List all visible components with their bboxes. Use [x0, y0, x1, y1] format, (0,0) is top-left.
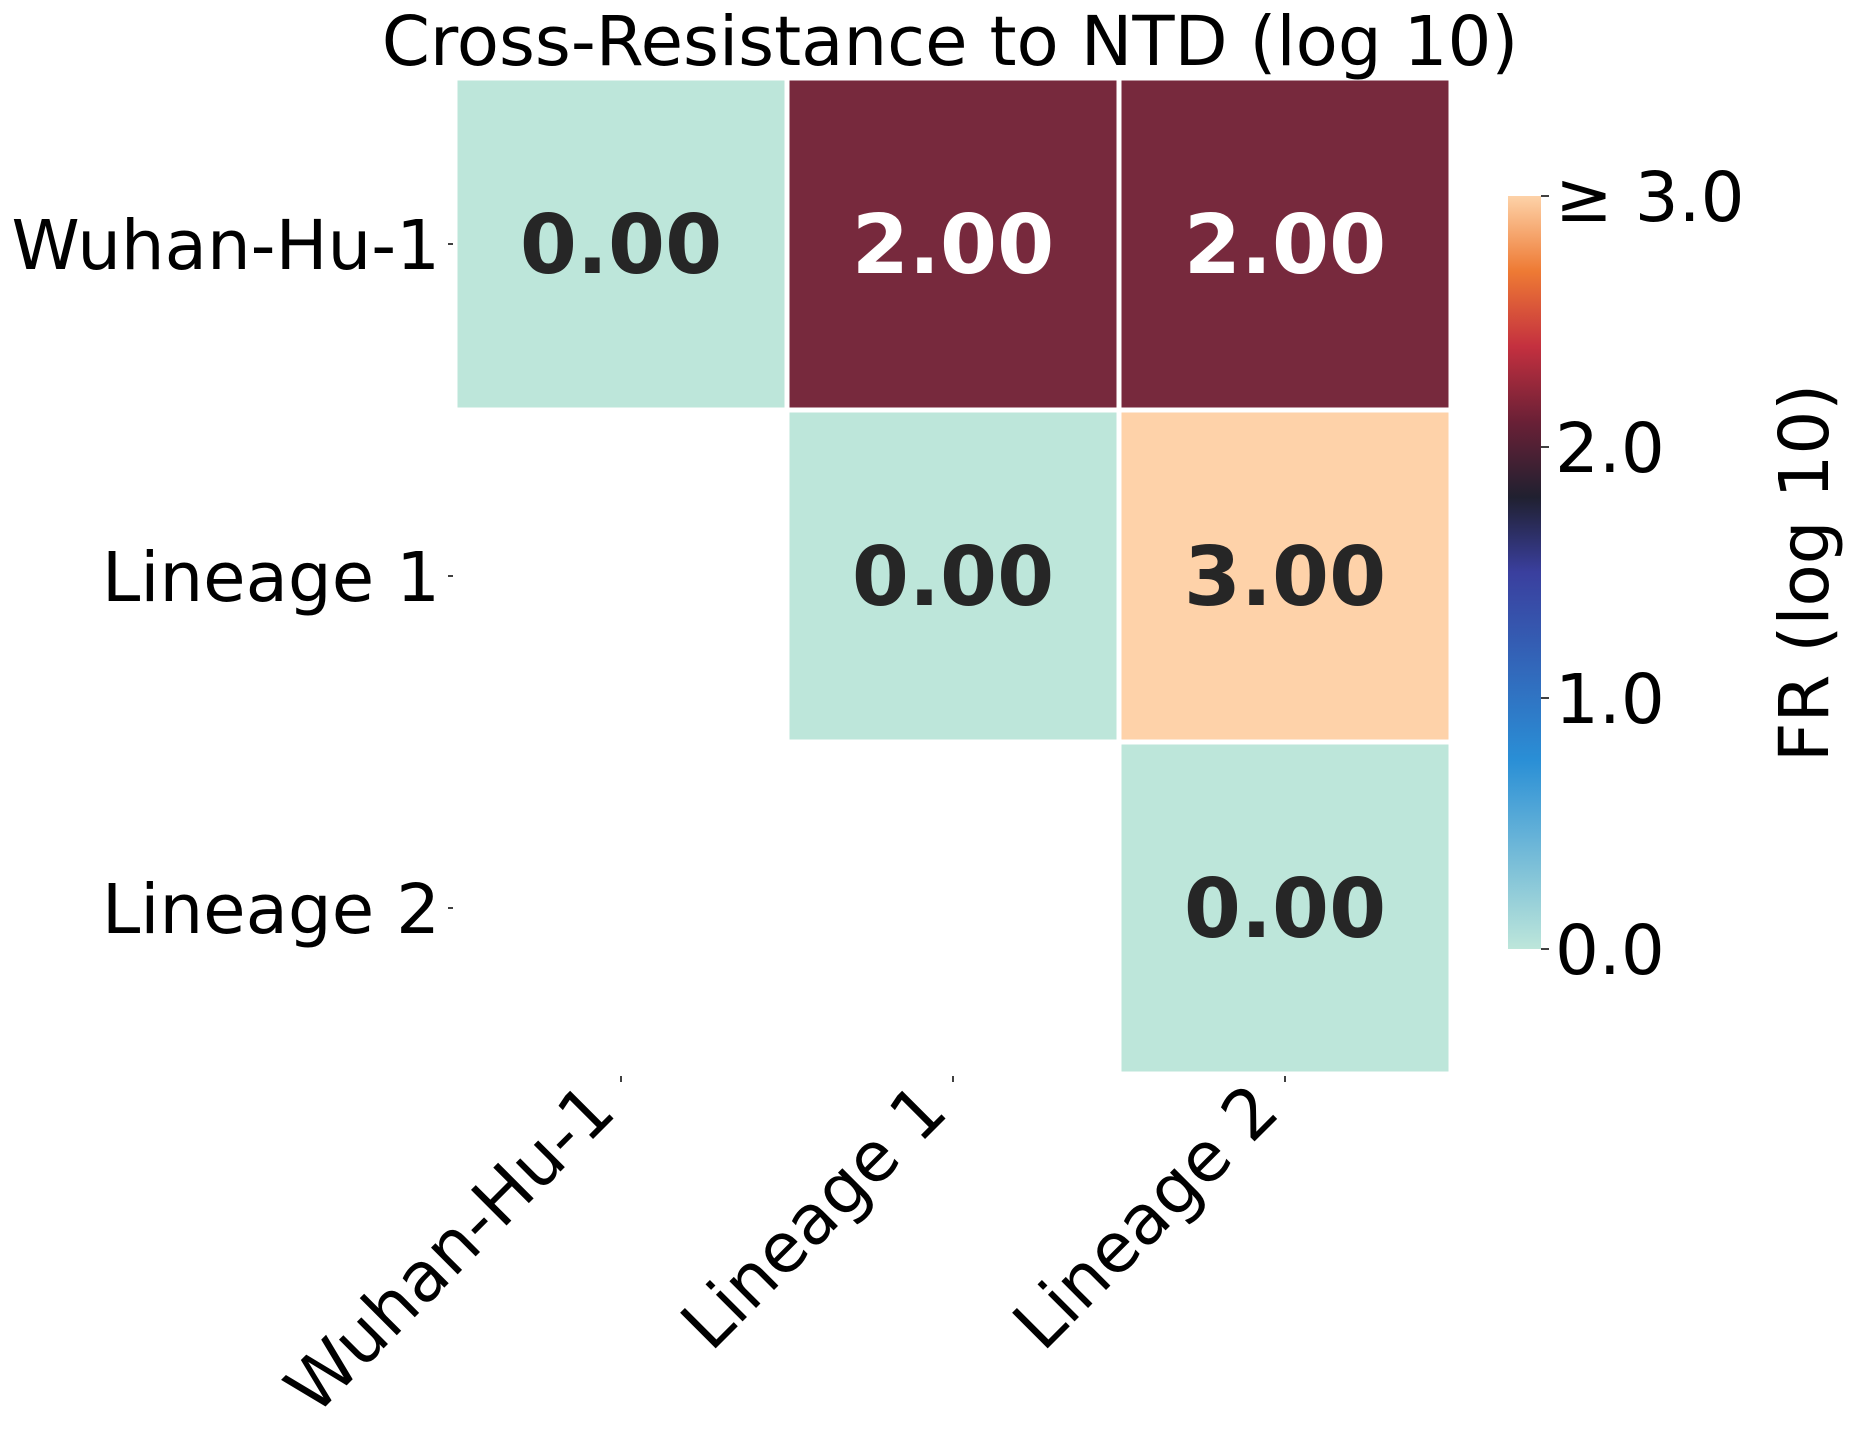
colorbar-tick-label: 1.0: [1555, 660, 1665, 740]
colorbar-label: FR (log 10): [1765, 384, 1845, 762]
x-tick-label: Lineage 1: [666, 1069, 962, 1365]
colorbar-tick-label: 0.0: [1555, 911, 1665, 991]
y-tick-label: Lineage 1: [102, 538, 440, 618]
heatmap-cell: [789, 412, 1117, 740]
heatmap-cell: [457, 80, 785, 408]
colorbar-gradient: [1508, 196, 1541, 949]
heatmap-cell: [789, 80, 1117, 408]
cell-value-label: 0.00: [852, 530, 1054, 625]
heatmap-cells: 0.00 2.00 2.00 0.00 3.00 0.00: [457, 80, 1449, 1072]
heatmap-cell: [1121, 80, 1449, 408]
colorbar-tick-label: ≥ 3.0: [1555, 158, 1744, 238]
colorbar-ticks: 0.0 1.0 2.0 ≥ 3.0: [1541, 158, 1744, 991]
colorbar-tick-label: 2.0: [1555, 409, 1665, 489]
heatmap-cell: [1121, 412, 1449, 740]
x-tick-label: Wuhan-Hu-1: [270, 1069, 630, 1429]
chart-title: Cross-Resistance to NTD (log 10): [382, 2, 1519, 82]
x-tick-label: Lineage 2: [998, 1069, 1294, 1365]
colorbar: 0.0 1.0 2.0 ≥ 3.0 FR (log 10): [1508, 158, 1845, 991]
cell-value-label: 0.00: [520, 198, 722, 293]
cell-value-label: 2.00: [1184, 198, 1386, 293]
cell-value-label: 3.00: [1184, 530, 1386, 625]
heatmap-cell: [1121, 744, 1449, 1072]
x-axis: Wuhan-Hu-1 Lineage 1 Lineage 2: [270, 1069, 1294, 1429]
y-axis: Wuhan-Hu-1 Lineage 1 Lineage 2: [11, 206, 453, 950]
cell-value-label: 0.00: [1184, 862, 1386, 957]
cell-value-label: 2.00: [852, 198, 1054, 293]
y-tick-label: Lineage 2: [102, 870, 440, 950]
y-tick-label: Wuhan-Hu-1: [11, 206, 440, 286]
